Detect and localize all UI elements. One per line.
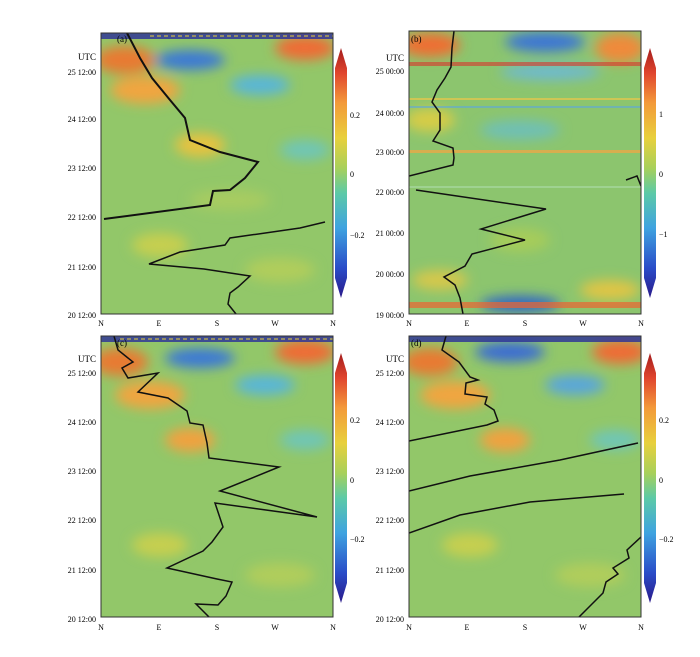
panel-d-track4 bbox=[409, 336, 499, 442]
panel-c-ytick: 21 12:00 bbox=[68, 566, 96, 575]
panel-b-colorbar bbox=[644, 48, 656, 298]
panel-d-xtick: N bbox=[406, 623, 412, 632]
panel-d-cbar-tick: 0.2 bbox=[659, 416, 669, 425]
panel-a-xtick: E bbox=[157, 319, 162, 328]
panel-d-xtick: N bbox=[638, 623, 644, 632]
panel-a-xtick: N bbox=[330, 319, 336, 328]
panel-b-xtick: W bbox=[579, 319, 587, 328]
panel-d-ytick: 23 12:00 bbox=[376, 467, 404, 476]
panel-b-ytick: 19 00:00 bbox=[376, 311, 404, 320]
panel-b-xtick: N bbox=[638, 319, 644, 328]
panel-d-ytick: 21 12:00 bbox=[376, 566, 404, 575]
panel-a-ytick: 21 12:00 bbox=[68, 263, 96, 272]
panel-b-ytick: 23 00:00 bbox=[376, 148, 404, 157]
panel-c-xtick: S bbox=[215, 623, 219, 632]
panel-d-cbar-tick: 0 bbox=[659, 476, 663, 485]
panel-d-ytick: 22 12:00 bbox=[376, 516, 404, 525]
panel-d-ytick: 25 12:00 bbox=[376, 369, 404, 378]
panel-a-frame bbox=[100, 32, 334, 315]
panel-b-ytick: 21 00:00 bbox=[376, 229, 404, 238]
panel-c-ytick: 22 12:00 bbox=[68, 516, 96, 525]
panel-a-cbar-tick: 0 bbox=[350, 170, 354, 179]
panel-a-ytick: 22 12:00 bbox=[68, 213, 96, 222]
panel-b-xtick: S bbox=[523, 319, 527, 328]
panel-b-heatmap bbox=[409, 31, 641, 314]
panel-a-ytick: 25 12:00 bbox=[68, 68, 96, 77]
panel-b-cbar-tick: −1 bbox=[659, 230, 668, 239]
panel-b-track-fragment bbox=[625, 175, 641, 187]
panel-d-utc-label: UTC bbox=[386, 354, 404, 364]
panel-a-utc-label: UTC bbox=[78, 52, 96, 62]
panel-a: (a) UTC 25 12:00 24 12:00 23 12:00 22 12… bbox=[68, 32, 365, 328]
panel-d-track3 bbox=[409, 442, 639, 492]
panel-c: (c) UTC 25 12:00 24 12:00 23 12:00 22 12… bbox=[68, 335, 365, 632]
panel-b-cbar-tick: 0 bbox=[659, 170, 663, 179]
panel-a-xtick: S bbox=[215, 319, 219, 328]
panel-a-track2 bbox=[148, 221, 326, 314]
panel-b-xtick: E bbox=[465, 319, 470, 328]
panel-a-cbar-tick: 0.2 bbox=[350, 111, 360, 120]
panel-d-track bbox=[578, 536, 641, 617]
panel-a-xtick: N bbox=[98, 319, 104, 328]
panel-c-ytick: 25 12:00 bbox=[68, 369, 96, 378]
panel-d-xtick: E bbox=[465, 623, 470, 632]
panel-b-ytick: 25 00:00 bbox=[376, 67, 404, 76]
panel-b-ytick: 22 00:00 bbox=[376, 188, 404, 197]
panel-c-ytick: 23 12:00 bbox=[68, 467, 96, 476]
panel-c-frame bbox=[100, 335, 334, 618]
panel-c-heatmap bbox=[101, 336, 333, 617]
panel-a-track bbox=[103, 33, 260, 220]
panel-c-cbar-tick: −0.2 bbox=[350, 535, 365, 544]
panel-d-colorbar bbox=[644, 353, 656, 603]
panel-c-cbar-tick: 0.2 bbox=[350, 416, 360, 425]
panel-d-xtick: W bbox=[579, 623, 587, 632]
panel-c-ytick: 20 12:00 bbox=[68, 615, 96, 624]
panel-a-label: (a) bbox=[117, 34, 127, 44]
panel-c-label: (c) bbox=[117, 338, 127, 348]
panel-c-xtick: E bbox=[157, 623, 162, 632]
panel-d-track2 bbox=[409, 493, 625, 534]
panel-d-ytick: 20 12:00 bbox=[376, 615, 404, 624]
panel-d: (d) UTC 25 12:00 24 12:00 23 12:00 22 12… bbox=[376, 335, 674, 632]
panel-d-ytick: 24 12:00 bbox=[376, 418, 404, 427]
panel-c-xtick: N bbox=[330, 623, 336, 632]
panel-a-colorbar bbox=[335, 48, 347, 298]
panel-c-xtick: N bbox=[98, 623, 104, 632]
panel-d-xtick: S bbox=[523, 623, 527, 632]
panel-a-ytick: 23 12:00 bbox=[68, 164, 96, 173]
panel-b-cbar-tick: 1 bbox=[659, 110, 663, 119]
panel-b-xtick: N bbox=[406, 319, 412, 328]
panel-a-heatmap bbox=[101, 33, 333, 314]
panel-c-track bbox=[113, 336, 318, 617]
panel-d-heatmap bbox=[409, 336, 641, 617]
panel-b-label: (b) bbox=[411, 34, 422, 44]
panel-a-xtick: W bbox=[271, 319, 279, 328]
panel-a-ytick: 24 12:00 bbox=[68, 115, 96, 124]
panel-c-cbar-tick: 0 bbox=[350, 476, 354, 485]
panel-d-label: (d) bbox=[411, 338, 422, 348]
panel-a-cbar-tick: −0.2 bbox=[350, 231, 365, 240]
panel-b-track2 bbox=[415, 189, 547, 314]
panel-b-track bbox=[409, 31, 455, 177]
panel-b-ytick: 20 00:00 bbox=[376, 270, 404, 279]
panel-c-xtick: W bbox=[271, 623, 279, 632]
panel-c-utc-label: UTC bbox=[78, 354, 96, 364]
panel-d-cbar-tick: −0.2 bbox=[659, 535, 674, 544]
panel-c-colorbar bbox=[335, 353, 347, 603]
panel-c-ytick: 24 12:00 bbox=[68, 418, 96, 427]
panel-b-utc-label: UTC bbox=[386, 53, 404, 63]
panel-b-frame bbox=[408, 30, 642, 315]
panel-b: (b) UTC 25 00:00 24 00:00 23 00:00 22 00… bbox=[376, 30, 668, 328]
panel-a-ytick: 20 12:00 bbox=[68, 311, 96, 320]
panel-b-ytick: 24 00:00 bbox=[376, 109, 404, 118]
panel-d-frame bbox=[408, 335, 642, 618]
